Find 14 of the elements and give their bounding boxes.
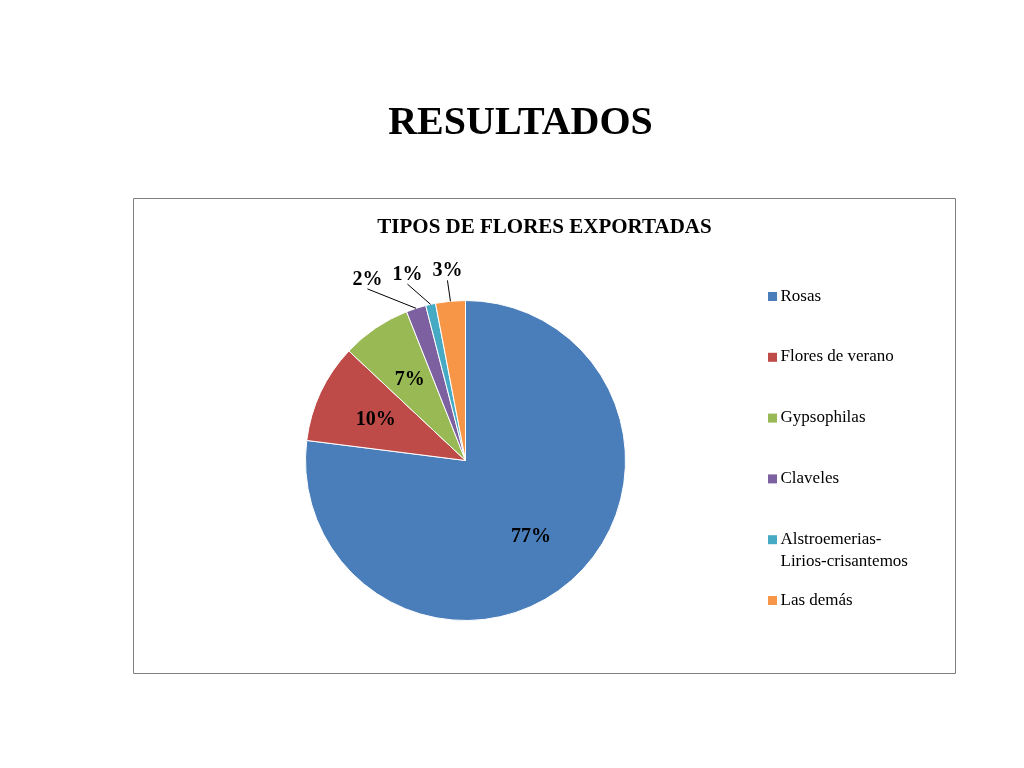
data-label: 77%	[511, 523, 552, 546]
legend-label: Gypsophilas	[780, 407, 866, 427]
chart-subtitle: TIPOS DE FLORES EXPORTADAS	[377, 213, 712, 238]
data-label: 3%	[432, 258, 463, 281]
legend-label: Rosas	[780, 285, 822, 305]
data-label: 10%	[355, 407, 396, 430]
data-label: 7%	[394, 367, 425, 390]
legend-label: Las demás	[780, 589, 853, 609]
data-label: 1%	[392, 262, 423, 285]
legend-label: Alstroemerias-Lirios-crisantemos	[780, 528, 908, 570]
chart-title: RESULTADOS	[388, 98, 653, 143]
legend-label: Flores de verano	[780, 346, 894, 366]
data-label: 2%	[352, 266, 383, 289]
legend-label: Claveles	[780, 467, 840, 487]
